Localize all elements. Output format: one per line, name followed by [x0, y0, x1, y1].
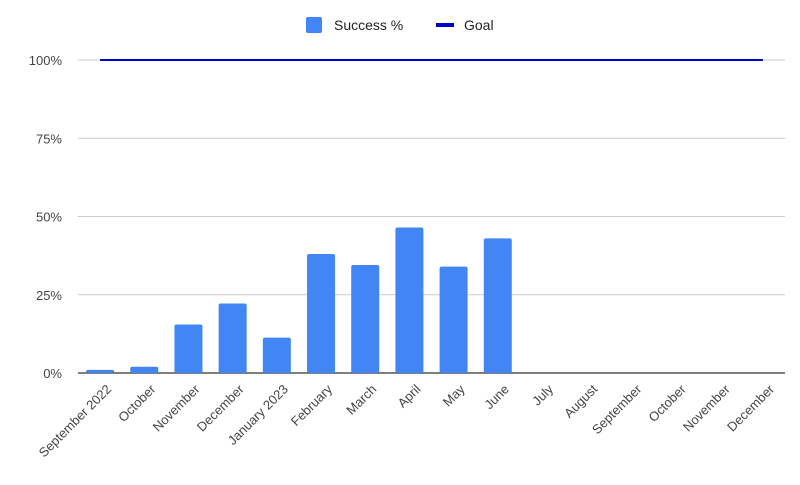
legend-swatch-goal	[436, 23, 454, 27]
x-tick-label: June	[481, 382, 512, 413]
bar-success	[218, 303, 247, 373]
bar-success	[395, 227, 424, 373]
x-tick-label: July	[529, 381, 556, 408]
legend-label-goal: Goal	[464, 17, 494, 33]
x-tick-label: February	[288, 381, 336, 429]
y-axis-ticks: 0% 25% 50% 75% 100%	[29, 53, 63, 381]
bar-success	[174, 324, 203, 373]
bar-success	[130, 366, 159, 373]
legend: Success % Goal	[306, 17, 494, 33]
x-tick-label: August	[561, 381, 600, 420]
bar-success	[351, 265, 380, 373]
legend-swatch-success	[306, 17, 322, 33]
bar-success	[86, 369, 115, 373]
x-tick-label: May	[440, 381, 468, 409]
x-tick-label: April	[395, 381, 424, 410]
y-tick-label: 75%	[36, 131, 62, 146]
y-tick-label: 100%	[29, 53, 63, 68]
x-tick-label: October	[115, 381, 159, 425]
x-axis-ticks: September 2022 OctoberNovemberDecemberJan…	[36, 381, 778, 460]
bars-success	[86, 227, 512, 373]
bar-success	[439, 266, 468, 373]
x-tick-label: October	[645, 381, 689, 425]
x-tick-label: September 2022	[36, 382, 115, 461]
y-tick-label: 50%	[36, 210, 62, 225]
bar-success	[262, 337, 291, 373]
x-tick-label: December	[724, 381, 777, 434]
bar-success	[307, 254, 336, 373]
y-tick-label: 25%	[36, 288, 62, 303]
legend-label-success: Success %	[334, 17, 403, 33]
x-tick-label: March	[343, 382, 379, 418]
bar-success	[483, 238, 512, 373]
y-tick-label: 0%	[43, 366, 62, 381]
